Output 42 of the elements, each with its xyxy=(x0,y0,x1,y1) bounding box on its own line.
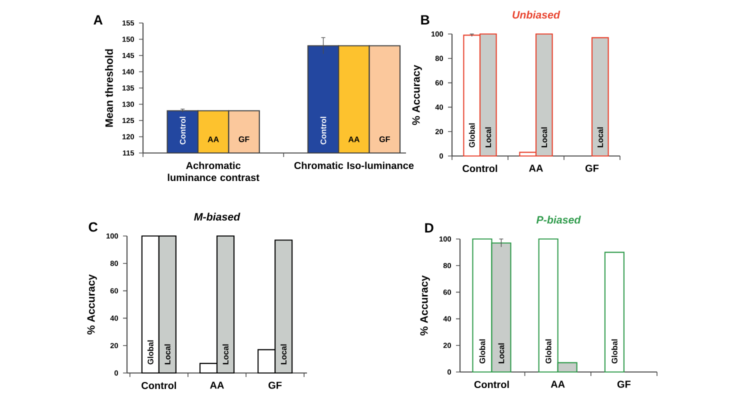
bar xyxy=(604,252,624,373)
y-axis-title: % Accuracy xyxy=(420,275,430,336)
y-axis-title: % Accuracy xyxy=(412,64,422,125)
x-tick-label: Control xyxy=(474,380,509,388)
series-label: Global xyxy=(612,339,618,364)
series-label: Global xyxy=(468,123,475,148)
x-tick-label: Control xyxy=(462,164,498,172)
chart-title: P-biased xyxy=(536,216,581,224)
text: C xyxy=(88,222,98,232)
text: Control xyxy=(320,116,326,144)
x-tick-label: GF xyxy=(268,382,282,389)
text: AA xyxy=(348,136,360,142)
y-axis-title: % Accuracy xyxy=(87,274,97,334)
chart-title: Unbiased xyxy=(512,10,560,19)
text: GF xyxy=(238,136,250,142)
x-tick-label: GF xyxy=(585,164,599,172)
series-label: Control xyxy=(180,116,186,144)
x-tick-label: AA xyxy=(210,382,224,389)
series-label: Local xyxy=(222,344,228,364)
text: A xyxy=(94,15,103,24)
text: B xyxy=(421,15,430,24)
bar xyxy=(591,37,609,157)
x-tick-label: AA xyxy=(529,164,543,172)
x-tick-label: GF xyxy=(617,380,631,388)
text: D xyxy=(425,223,434,232)
series-label: GF xyxy=(379,136,390,142)
text: Local xyxy=(597,127,604,148)
text: Global xyxy=(479,339,486,364)
x-tick-label: Chromatic Iso-luminance xyxy=(294,162,414,170)
x-tick-label: Control xyxy=(142,382,176,390)
series-label: AA xyxy=(208,136,219,142)
x-tick-label: Achromatic luminance contrast xyxy=(168,162,260,182)
text: Local xyxy=(280,344,287,364)
series-label: Local xyxy=(498,343,504,364)
text: Local xyxy=(541,127,548,148)
text: Global xyxy=(545,339,552,364)
text: Local xyxy=(164,344,170,364)
y-axis-title: Mean threshold xyxy=(105,49,113,127)
series-label: Local xyxy=(485,127,492,148)
chart-title: M-biased xyxy=(194,212,240,221)
series-label: Global xyxy=(147,340,154,364)
x-tick-label: AA xyxy=(550,380,565,388)
